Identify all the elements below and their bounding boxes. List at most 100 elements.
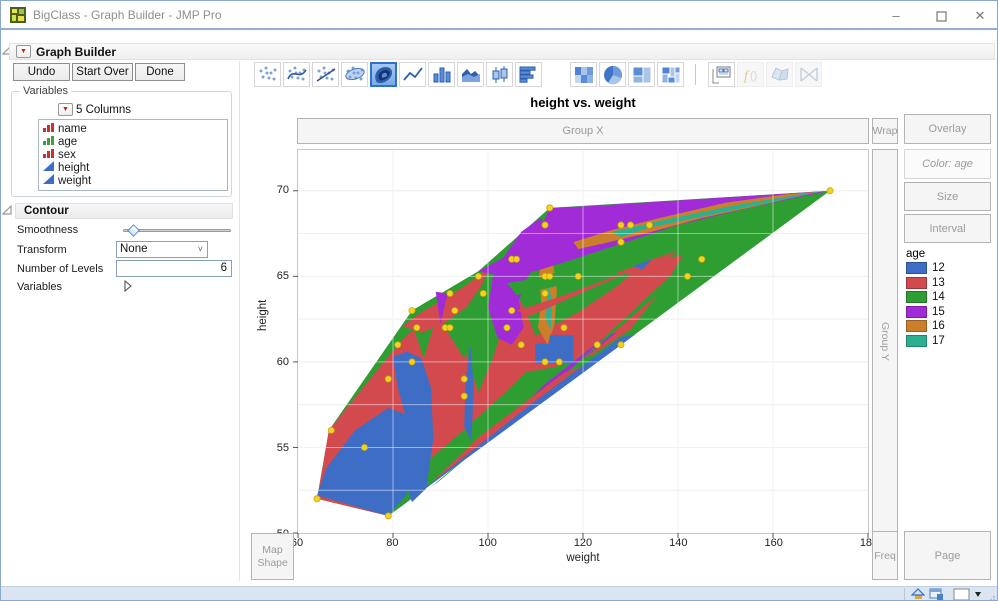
legend-entry-15[interactable]: 15 [906,305,945,318]
column-item-height[interactable]: height [39,160,227,175]
svg-text:(): () [750,70,757,82]
drop-zone-group-x[interactable]: Group X [297,118,869,144]
columns-summary: 5 Columns [76,104,131,116]
svg-text:f: f [744,69,750,84]
column-item-sex[interactable]: sex [39,148,227,161]
box-plot-icon [492,65,507,83]
legend-swatch-13 [906,276,927,289]
palette-icon-area[interactable] [457,62,484,87]
palette-separator [695,64,696,85]
drop-zone-wrap[interactable]: Wrap [872,118,898,144]
legend-entry-14[interactable]: 14 [906,291,945,303]
palette-icon-line-of-fit[interactable] [312,62,339,87]
jmp-app-icon [10,7,26,28]
drop-zone-size[interactable]: Size [904,182,991,211]
window-title: BigClass - Graph Builder - JMP Pro [33,8,222,22]
x-tick-120: 120 [573,537,593,549]
smoothness-slider-thumb[interactable] [127,224,140,237]
gridline-overlay [298,150,868,533]
start-over-button[interactable]: Start Over [72,63,133,81]
columns-red-triangle-icon[interactable]: ▼ [58,103,73,116]
line-of-fit-icon [316,66,335,82]
undo-button[interactable]: Undo [13,63,70,81]
plot-area[interactable] [293,149,869,538]
palette-icon-formula: f() [737,62,764,87]
drop-zone-color[interactable]: Color: age [904,149,991,179]
mosaic-icon [661,66,680,83]
caption-box-icon [712,66,730,83]
contour-section-header[interactable]: Contour [15,203,233,219]
maximize-button[interactable] [924,5,958,27]
chevron-down-icon: ˅ [197,244,203,254]
legend-entry-12[interactable]: 12 [906,262,945,274]
column-item-age[interactable]: age [39,135,227,148]
nominal-column-icon [43,148,54,162]
legend-entry-17[interactable]: 17 [906,334,945,347]
minimize-button[interactable]: – [892,8,900,23]
palette-icon-histogram[interactable] [515,62,542,87]
variables-groupbox-label: Variables [20,85,72,97]
transform-label: Transform [17,244,67,256]
done-button[interactable]: Done [135,63,185,81]
legend-entry-13[interactable]: 13 [906,276,945,289]
palette-icon-contour[interactable] [370,62,397,87]
variables-disclosure-icon[interactable] [123,279,133,297]
drop-zone-overlay[interactable]: Overlay [904,114,991,144]
drop-zone-page[interactable]: Page [904,531,991,580]
palette-icon-points[interactable] [254,62,281,87]
smoothness-label: Smoothness [17,224,79,236]
column-item-name[interactable]: name [39,122,227,135]
red-triangle-menu-icon[interactable]: ▼ [16,45,31,58]
drop-zone-map-shape[interactable]: Map Shape [251,533,294,580]
parallel-icon [799,66,818,82]
palette-icon-smoother[interactable] [283,62,310,87]
palette-icon-heatmap[interactable] [570,62,597,87]
histogram-icon [519,66,535,83]
continuous-column-icon [43,173,54,188]
graph-builder-header: ▼ Graph Builder [9,43,995,60]
legend-entry-16[interactable]: 16 [906,320,945,332]
drop-zone-interval[interactable]: Interval [904,214,991,243]
palette-icon-treemap[interactable] [628,62,655,87]
smoother-icon [286,66,307,80]
palette-icon-pie[interactable] [599,62,626,87]
drop-zone-freq[interactable]: Freq [872,531,898,580]
palette-icon-box-plot[interactable] [486,62,513,87]
palette-icon-ellipse[interactable] [341,62,368,87]
palette-icon-line[interactable] [399,62,426,87]
treemap-icon [632,66,651,83]
bar-icon [433,67,450,82]
resize-grip[interactable] [987,591,996,600]
home-icon[interactable] [910,588,926,600]
color-theme-dropdown[interactable] [953,588,983,600]
data-table-icon[interactable] [929,588,944,600]
continuous-column-icon [43,160,54,175]
palette-icon-mosaic[interactable] [657,62,684,87]
y-tick-55: 55 [276,442,289,454]
palette-icon-bar[interactable] [428,62,455,87]
contour-icon [374,66,392,83]
palette-icon-map-shapes [766,62,793,87]
status-bar [1,586,997,600]
map-shapes-icon [770,66,789,81]
area-icon [461,68,480,82]
column-item-weight[interactable]: weight [39,173,227,188]
contour-variables-label: Variables [17,281,63,293]
ellipse-icon [344,66,365,80]
panel-divider [239,61,240,581]
transform-select[interactable]: None ˅ [116,241,208,258]
legend-swatch-17 [906,334,927,347]
points-icon [259,66,276,80]
palette-icon-caption-box[interactable] [708,62,735,87]
heatmap-icon [574,66,593,83]
smoothness-slider-track[interactable] [123,229,231,232]
close-button[interactable]: ✕ [974,8,986,23]
nominal-column-icon [43,122,54,136]
contour-collapse-icon[interactable] [1,204,13,219]
title-bar[interactable]: BigClass - Graph Builder - JMP Pro – ✕ [1,1,997,30]
columns-listbox[interactable]: name age sex height weight [38,119,228,191]
drop-zone-group-y[interactable]: Group Y [872,149,898,534]
number-of-levels-input[interactable]: 6 [116,260,232,277]
number-of-levels-label: Number of Levels [17,263,104,275]
